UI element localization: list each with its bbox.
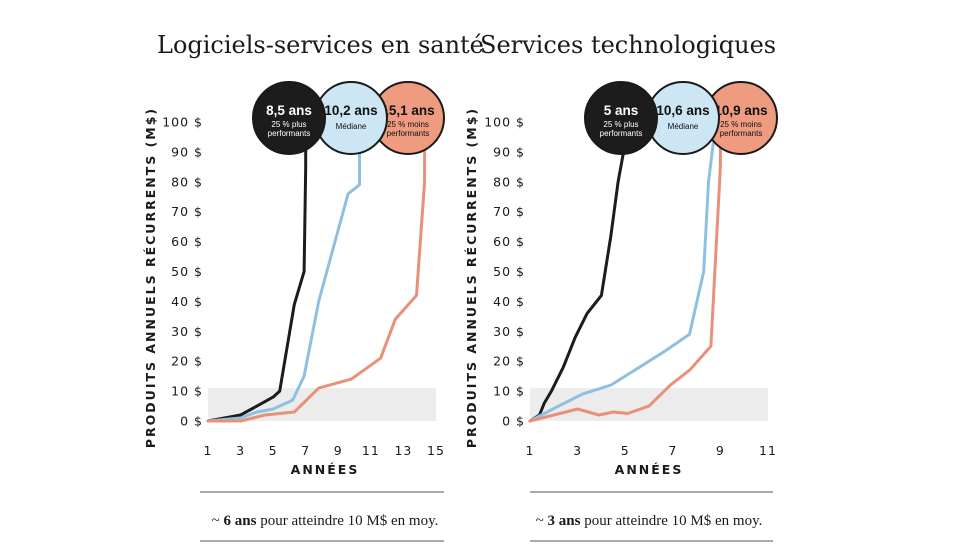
footnote-bold: 6 ans <box>224 513 257 529</box>
series-line-bottom <box>528 141 722 423</box>
series-line-median <box>206 141 361 423</box>
badge-circle <box>252 81 326 155</box>
y-tick-label: 30 $ <box>171 324 203 339</box>
y-tick-label: 40 $ <box>171 294 203 309</box>
badge-caption-line: 25 % plus <box>603 120 638 129</box>
y-tick-label: 20 $ <box>171 354 203 369</box>
y-tick-label: 10 $ <box>171 384 203 399</box>
badge-caption: 25 % moins performants <box>720 120 763 138</box>
x-tick-label: 11 <box>759 443 777 458</box>
y-tick-label: 90 $ <box>493 144 525 159</box>
series-line-bottom <box>206 141 427 423</box>
y-tick-label: 0 $ <box>180 414 203 429</box>
x-tick-label: 1 <box>204 443 213 458</box>
series-badge-bottom: 15,1 ans 25 % moins performants <box>371 81 445 155</box>
y-tick-label: 80 $ <box>493 174 525 189</box>
footnote-bold: 3 ans <box>548 513 581 529</box>
y-tick-label: 30 $ <box>493 324 525 339</box>
x-tick-label: 3 <box>573 443 582 458</box>
x-tick-label: 11 <box>362 443 380 458</box>
y-tick-label: 60 $ <box>171 234 203 249</box>
x-tick-label: 9 <box>716 443 725 458</box>
series-badge-bottom: 10,9 ans 25 % moins performants <box>704 81 778 155</box>
y-tick-label: 40 $ <box>493 294 525 309</box>
y-tick-label: 20 $ <box>493 354 525 369</box>
badge-caption: Médiane <box>336 122 367 131</box>
badge-caption-line: 25 % moins <box>387 120 429 129</box>
badge-caption-line: performants <box>387 129 430 138</box>
x-axis-label: ANNÉES <box>291 462 360 477</box>
badge-caption: 25 % plus performants <box>600 120 643 138</box>
x-tick-label: 5 <box>621 443 630 458</box>
badge-caption-line: performants <box>600 129 643 138</box>
series-line-median <box>528 141 715 423</box>
y-tick-label: 100 $ <box>162 115 203 130</box>
badge-caption-line: performants <box>720 129 763 138</box>
y-axis-label: PRODUITS ANNUELS RÉCURRENTS (M$) <box>464 107 479 448</box>
footnote-prefix: ~ <box>212 513 224 529</box>
series-line-top <box>206 141 308 423</box>
x-tick-label: 7 <box>668 443 677 458</box>
footnote: ~ 3 ans pour atteindre 10 M$ en moy. <box>536 513 763 529</box>
y-tick-label: 0 $ <box>502 414 525 429</box>
y-axis-label: PRODUITS ANNUELS RÉCURRENTS (M$) <box>143 107 158 448</box>
x-tick-label: 15 <box>427 443 445 458</box>
y-tick-label: 100 $ <box>484 115 525 130</box>
series-badge-top: 5 ans 25 % plus performants <box>584 81 658 155</box>
x-axis-label: ANNÉES <box>615 462 684 477</box>
badge-value: 10,9 ans <box>714 103 767 118</box>
x-tick-label: 5 <box>269 443 278 458</box>
badge-value: 15,1 ans <box>381 103 434 118</box>
badge-caption-line: 25 % plus <box>271 120 306 129</box>
chart-panel-1: Logiciels-services en santé 0 $ 10 $ 20 $ 30… <box>143 31 484 542</box>
x-tick-label: 3 <box>236 443 245 458</box>
series-badge-top: 8,5 ans 25 % plus performants <box>252 81 326 155</box>
chart-panel-2: Services technologiques 0 $ 10 $ 20 $ 30 $ 40… <box>464 31 778 542</box>
y-tick-label: 50 $ <box>171 264 203 279</box>
badge-caption-line: performants <box>268 129 311 138</box>
y-tick-label: 50 $ <box>493 264 525 279</box>
y-tick-label: 70 $ <box>493 204 525 219</box>
badge-caption: Médiane <box>668 122 699 131</box>
badge-caption: 25 % plus performants <box>268 120 311 138</box>
footnote: ~ 6 ans pour atteindre 10 M$ en moy. <box>212 513 439 529</box>
badge-caption: 25 % moins performants <box>387 120 430 138</box>
chart-title: Services technologiques <box>480 31 776 59</box>
badge-value: 10,2 ans <box>324 103 377 118</box>
badge-value: 10,6 ans <box>656 103 709 118</box>
x-tick-label: 1 <box>526 443 535 458</box>
chart-title: Logiciels-services en santé <box>157 31 484 59</box>
y-tick-label: 70 $ <box>171 204 203 219</box>
x-tick-label: 9 <box>334 443 343 458</box>
badge-caption-line: 25 % moins <box>720 120 762 129</box>
y-tick-label: 90 $ <box>171 144 203 159</box>
y-tick-label: 60 $ <box>493 234 525 249</box>
footnote-rest: pour atteindre 10 M$ en moy. <box>256 513 438 529</box>
footnote-rest: pour atteindre 10 M$ en moy. <box>580 513 762 529</box>
footnote-prefix: ~ <box>536 513 548 529</box>
y-tick-label: 10 $ <box>493 384 525 399</box>
series-line-top <box>528 141 627 423</box>
badge-value: 5 ans <box>604 103 639 118</box>
badge-value: 8,5 ans <box>266 103 312 118</box>
y-tick-label: 80 $ <box>171 174 203 189</box>
x-tick-label: 13 <box>394 443 412 458</box>
x-tick-label: 7 <box>301 443 310 458</box>
badge-circle <box>584 81 658 155</box>
series-badge-median: 10,6 ans Médiane <box>646 81 720 155</box>
